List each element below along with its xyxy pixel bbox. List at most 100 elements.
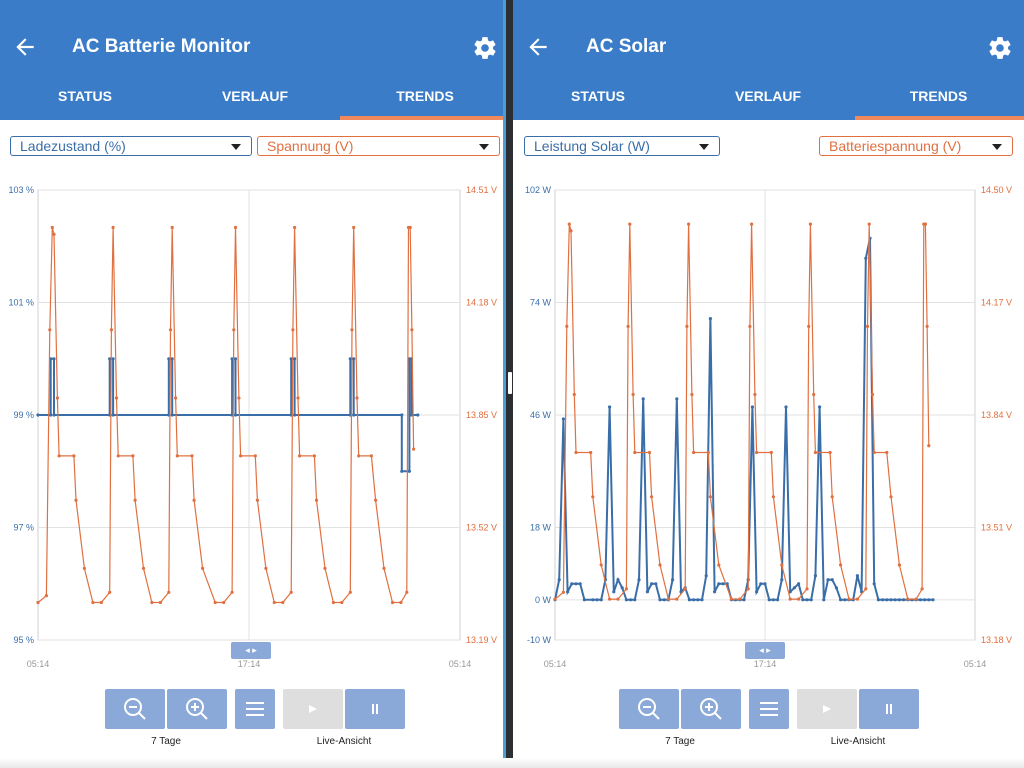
back-arrow-icon[interactable] [12, 34, 38, 60]
data-point [111, 413, 115, 417]
dropdown-label: Leistung Solar (W) [534, 138, 650, 154]
tab-trends[interactable]: TRENDS [396, 88, 454, 104]
play-button[interactable] [797, 689, 857, 729]
data-point [662, 598, 666, 602]
right-axis-dropdown[interactable]: Batteriespannung (V) [819, 136, 1013, 156]
gear-icon[interactable] [472, 35, 498, 61]
right-tick-label: 13.84 V [981, 410, 1012, 420]
chart-controls [619, 689, 919, 729]
data-point [893, 598, 897, 602]
data-point [826, 578, 830, 582]
right-panel: AC Solar STATUS VERLAUF TRENDS Leistung … [513, 0, 1024, 768]
right-axis-dropdown[interactable]: Spannung (V) [257, 136, 500, 156]
left-tick-label: 74 W [530, 298, 552, 308]
split-divider-handle[interactable] [508, 372, 512, 394]
tab-verlauf[interactable]: VERLAUF [734, 88, 802, 104]
menu-icon [760, 702, 778, 716]
data-point [291, 328, 295, 332]
data-point [589, 450, 593, 455]
data-point [776, 598, 780, 602]
data-point [289, 357, 293, 361]
active-tab-indicator [340, 116, 503, 120]
data-point [666, 597, 670, 601]
left-axis-dropdown[interactable]: Leistung Solar (W) [524, 136, 720, 156]
chart-scroll-handle[interactable]: ◂ ▸ [231, 642, 271, 659]
left-tick-label: 97 % [13, 523, 34, 533]
x-tick-label: 05:14 [544, 659, 567, 669]
data-point [565, 324, 569, 328]
zoom-out-button[interactable] [619, 689, 679, 729]
pause-icon [886, 704, 892, 714]
data-point [44, 594, 49, 598]
data-point [574, 450, 578, 455]
live-view-label: Live-Ansicht [830, 736, 886, 747]
data-point [416, 413, 420, 417]
trend-chart[interactable]: 102 W 74 W 46 W 18 W 0 W -10 W 14.50 V 14.17 V 1… [513, 180, 1024, 670]
chevron-down-icon [231, 144, 241, 150]
data-point [931, 598, 935, 602]
data-point [927, 444, 931, 448]
data-point [864, 587, 868, 591]
tab-status[interactable]: STATUS [58, 88, 112, 104]
data-point [350, 328, 354, 332]
play-button[interactable] [283, 689, 343, 729]
left-tick-label: 102 W [525, 185, 552, 195]
pause-button[interactable] [859, 689, 919, 729]
pause-button[interactable] [345, 689, 405, 729]
data-point [170, 225, 174, 230]
zoom-out-button[interactable] [105, 689, 165, 729]
left-tick-label: 18 W [530, 523, 552, 533]
data-point [348, 357, 352, 361]
data-point [616, 578, 620, 582]
data-point [721, 582, 725, 586]
data-point [175, 454, 179, 458]
data-point [608, 597, 612, 601]
data-point [399, 600, 403, 605]
back-arrow-icon[interactable] [525, 34, 551, 60]
dropdown-label: Ladezustand (%) [20, 138, 126, 154]
data-point [108, 590, 112, 594]
chevron-down-icon [479, 144, 489, 150]
data-point [675, 597, 679, 601]
data-point [400, 413, 404, 417]
data-point [805, 587, 809, 591]
data-point [797, 582, 801, 586]
menu-button[interactable] [749, 689, 789, 729]
data-point [569, 229, 573, 233]
data-point [797, 597, 801, 601]
data-point [410, 328, 414, 332]
data-point [881, 598, 885, 602]
dropdown-label: Batteriespannung (V) [829, 138, 962, 154]
active-tab-indicator [855, 116, 1024, 120]
chart-scroll-handle[interactable]: ◂ ▸ [745, 642, 785, 659]
data-point [834, 586, 838, 590]
data-point [629, 598, 633, 602]
x-tick-label: 17:14 [754, 659, 777, 669]
data-point [133, 498, 137, 502]
left-axis-dropdown[interactable]: Ladezustand (%) [10, 136, 252, 156]
data-point [52, 232, 56, 236]
data-point [763, 582, 767, 586]
gear-icon[interactable] [987, 35, 1013, 61]
tab-verlauf[interactable]: VERLAUF [221, 88, 289, 104]
pause-icon [372, 704, 378, 714]
data-point [201, 566, 205, 570]
zoom-in-icon [700, 698, 722, 720]
zoom-in-button[interactable] [167, 689, 227, 729]
data-point [801, 598, 805, 602]
tab-status[interactable]: STATUS [571, 88, 625, 104]
data-point [114, 396, 119, 400]
data-point [839, 598, 843, 602]
data-point [865, 324, 870, 328]
tab-trends[interactable]: TRENDS [909, 88, 968, 104]
data-point [408, 225, 412, 230]
data-point [637, 578, 641, 582]
data-point [599, 563, 603, 567]
data-point [116, 454, 120, 458]
trend-chart[interactable]: 103 % 101 % 99 % 97 % 95 % 14.51 V 14.18 V 13.8… [0, 180, 503, 670]
right-tick-label: 14.17 V [981, 298, 1012, 308]
data-point [99, 600, 103, 605]
data-point [925, 324, 929, 328]
zoom-in-button[interactable] [681, 689, 741, 729]
menu-button[interactable] [235, 689, 275, 729]
